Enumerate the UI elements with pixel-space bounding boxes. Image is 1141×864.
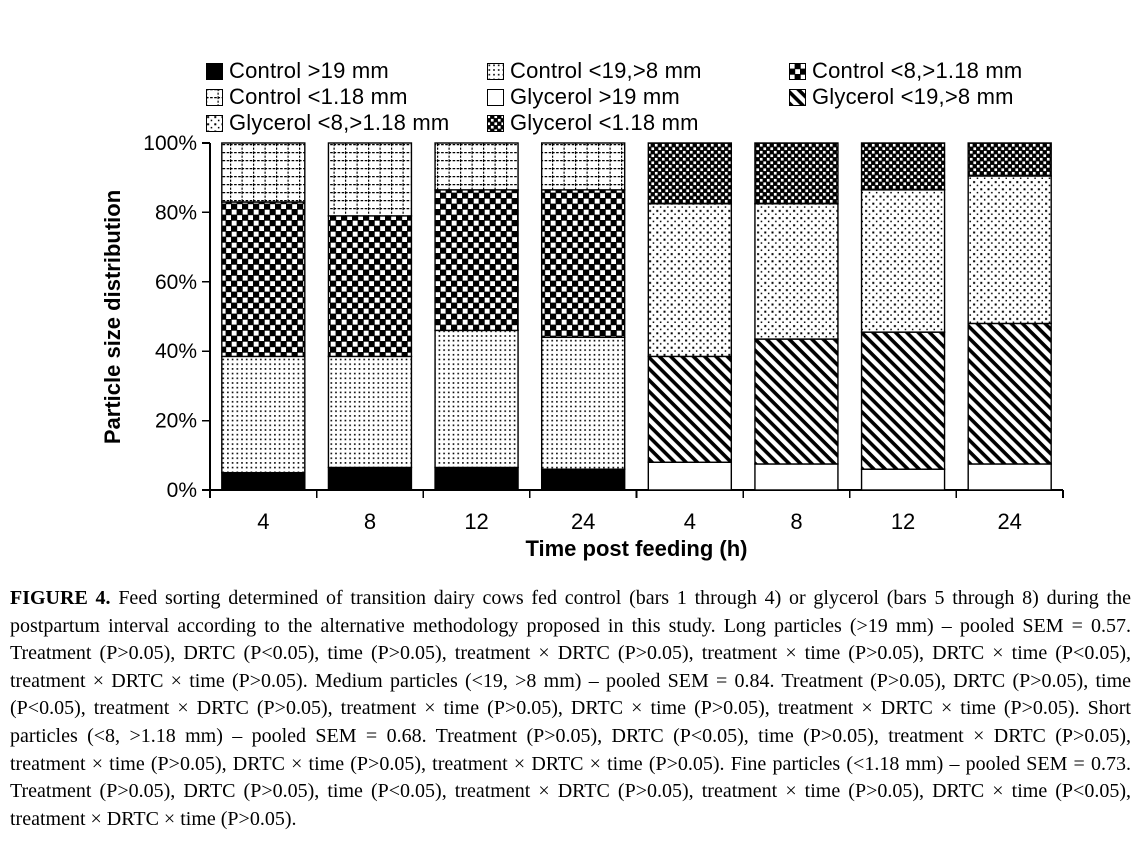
legend-item-label: Glycerol <1.18 mm bbox=[510, 110, 699, 135]
legend-swatch-fine-dots-icon bbox=[487, 62, 504, 80]
bar-segment-glycerol-19-mm bbox=[754, 463, 839, 491]
bar-segment-control-1.18-mm bbox=[434, 142, 519, 191]
bar-segment-glycerol-19-8-mm bbox=[647, 355, 733, 463]
bar-segment-glycerol-19-8-mm bbox=[860, 331, 946, 470]
bar-3-control-12h bbox=[434, 142, 519, 491]
legend-item-glycerol-1.18-mm: Glycerol <1.18 mm bbox=[487, 110, 789, 136]
legend-item-label: Control <1.18 mm bbox=[229, 84, 408, 109]
legend-item-label: Glycerol <19,>8 mm bbox=[812, 84, 1014, 109]
bar-segment-control-19-mm bbox=[327, 466, 413, 491]
bar-4-control-24h bbox=[540, 142, 626, 491]
stacked-bar-chart: 0% 20% 40% 60% 80% 100% 4 8 12 24 4 8 12 24 bbox=[143, 132, 1064, 534]
legend-item-label: Glycerol <8,>1.18 mm bbox=[229, 110, 450, 135]
legend-swatch-solid-black-icon bbox=[206, 62, 223, 80]
legend-swatch-checker-icon bbox=[789, 62, 806, 80]
bar-segment-glycerol-19-8-mm bbox=[967, 322, 1052, 465]
y-tick-label: 80% bbox=[155, 201, 197, 224]
bar-2-control-8h bbox=[327, 142, 413, 491]
legend-swatch-dash-grid-icon bbox=[206, 88, 223, 106]
bar-segment-glycerol-19-mm bbox=[860, 468, 946, 491]
legend-item-label: Control <8,>1.18 mm bbox=[812, 58, 1023, 83]
legend-item-glycerol-8-1.18-mm: Glycerol <8,>1.18 mm bbox=[206, 110, 487, 136]
bar-segment-control-8-1.18-mm bbox=[327, 215, 413, 358]
chart-legend: Control >19 mm Control <19,>8 mm Control <… bbox=[206, 58, 1089, 136]
bar-segment-control-1.18-mm bbox=[327, 142, 413, 217]
bar-segment-glycerol-19-8-mm bbox=[754, 338, 839, 465]
x-tick-label: 8 bbox=[790, 509, 802, 534]
bar-segment-control-1.18-mm bbox=[221, 142, 306, 203]
figure-caption-text: Feed sorting determined of transition da… bbox=[10, 587, 1131, 830]
legend-swatch-sparse-dots-icon bbox=[206, 114, 223, 132]
x-tick-label: 24 bbox=[997, 509, 1021, 534]
bar-segment-glycerol-8-1.18-mm bbox=[754, 203, 839, 340]
bar-segment-control-19-mm bbox=[540, 468, 626, 491]
bar-segment-glycerol-19-mm bbox=[647, 461, 733, 491]
bar-segment-control-8-1.18-mm bbox=[221, 201, 306, 358]
x-tick-label: 4 bbox=[257, 509, 269, 534]
y-tick-label: 100% bbox=[143, 132, 197, 155]
figure-caption-label: FIGURE 4. bbox=[10, 587, 111, 609]
bar-8-glycerol-24h bbox=[967, 142, 1052, 491]
bar-segment-control-19-8-mm bbox=[221, 355, 306, 474]
y-tick-label: 40% bbox=[155, 340, 197, 363]
x-tick-label: 4 bbox=[684, 509, 696, 534]
bar-segment-control-19-8-mm bbox=[540, 336, 626, 470]
bar-segment-glycerol-8-1.18-mm bbox=[647, 203, 733, 358]
bar-6-glycerol-8h bbox=[754, 142, 839, 491]
bar-segment-glycerol-1.18-mm bbox=[647, 142, 733, 205]
legend-swatch-diag-stripes-icon bbox=[789, 88, 806, 106]
legend-swatch-white-icon bbox=[487, 88, 504, 106]
bar-segment-glycerol-8-1.18-mm bbox=[860, 189, 946, 333]
bar-segment-control-19-mm bbox=[221, 471, 306, 491]
x-tick-label: 12 bbox=[891, 509, 915, 534]
legend-item-control-19-mm: Control >19 mm bbox=[206, 58, 487, 84]
legend-item-control-1.18-mm: Control <1.18 mm bbox=[206, 84, 487, 110]
bar-5-glycerol-4h bbox=[647, 142, 733, 491]
legend-item-label: Control >19 mm bbox=[229, 58, 389, 83]
legend-item-glycerol-19-8-mm: Glycerol <19,>8 mm bbox=[789, 84, 1089, 110]
y-tick-label: 60% bbox=[155, 271, 197, 294]
bar-segment-glycerol-1.18-mm bbox=[860, 142, 946, 191]
bar-segment-control-1.18-mm bbox=[540, 142, 626, 191]
legend-swatch-dense-check-icon bbox=[487, 114, 504, 132]
legend-item-label: Glycerol >19 mm bbox=[510, 84, 680, 109]
figure-caption: FIGURE 4. Feed sorting determined of tra… bbox=[10, 585, 1131, 833]
bar-7-glycerol-12h bbox=[860, 142, 946, 491]
legend-item-control-19-8-mm: Control <19,>8 mm bbox=[487, 58, 789, 84]
bar-segment-control-19-mm bbox=[434, 466, 519, 491]
bar-segment-control-19-8-mm bbox=[327, 355, 413, 469]
legend-item-control-8-1.18-mm: Control <8,>1.18 mm bbox=[789, 58, 1089, 84]
bar-segment-control-8-1.18-mm bbox=[434, 189, 519, 332]
bar-segment-control-19-8-mm bbox=[434, 329, 519, 469]
legend-item-glycerol-19-mm: Glycerol >19 mm bbox=[487, 84, 789, 110]
y-tick-label: 20% bbox=[155, 410, 197, 433]
y-tick-label: 0% bbox=[167, 479, 197, 502]
bar-1-control-4h bbox=[221, 142, 306, 491]
bar-segment-glycerol-19-mm bbox=[967, 463, 1052, 491]
x-tick-label: 8 bbox=[364, 509, 376, 534]
x-tick-label: 24 bbox=[571, 509, 595, 534]
legend-item-label: Control <19,>8 mm bbox=[510, 58, 702, 83]
bar-segment-control-8-1.18-mm bbox=[540, 189, 626, 339]
y-axis-title: Particle size distribution bbox=[100, 189, 125, 445]
bar-segment-glycerol-1.18-mm bbox=[967, 142, 1052, 177]
bar-segment-glycerol-8-1.18-mm bbox=[967, 175, 1052, 325]
x-tick-label: 12 bbox=[464, 509, 488, 534]
x-axis-title: Time post feeding (h) bbox=[525, 536, 748, 561]
bar-segment-glycerol-1.18-mm bbox=[754, 142, 839, 205]
